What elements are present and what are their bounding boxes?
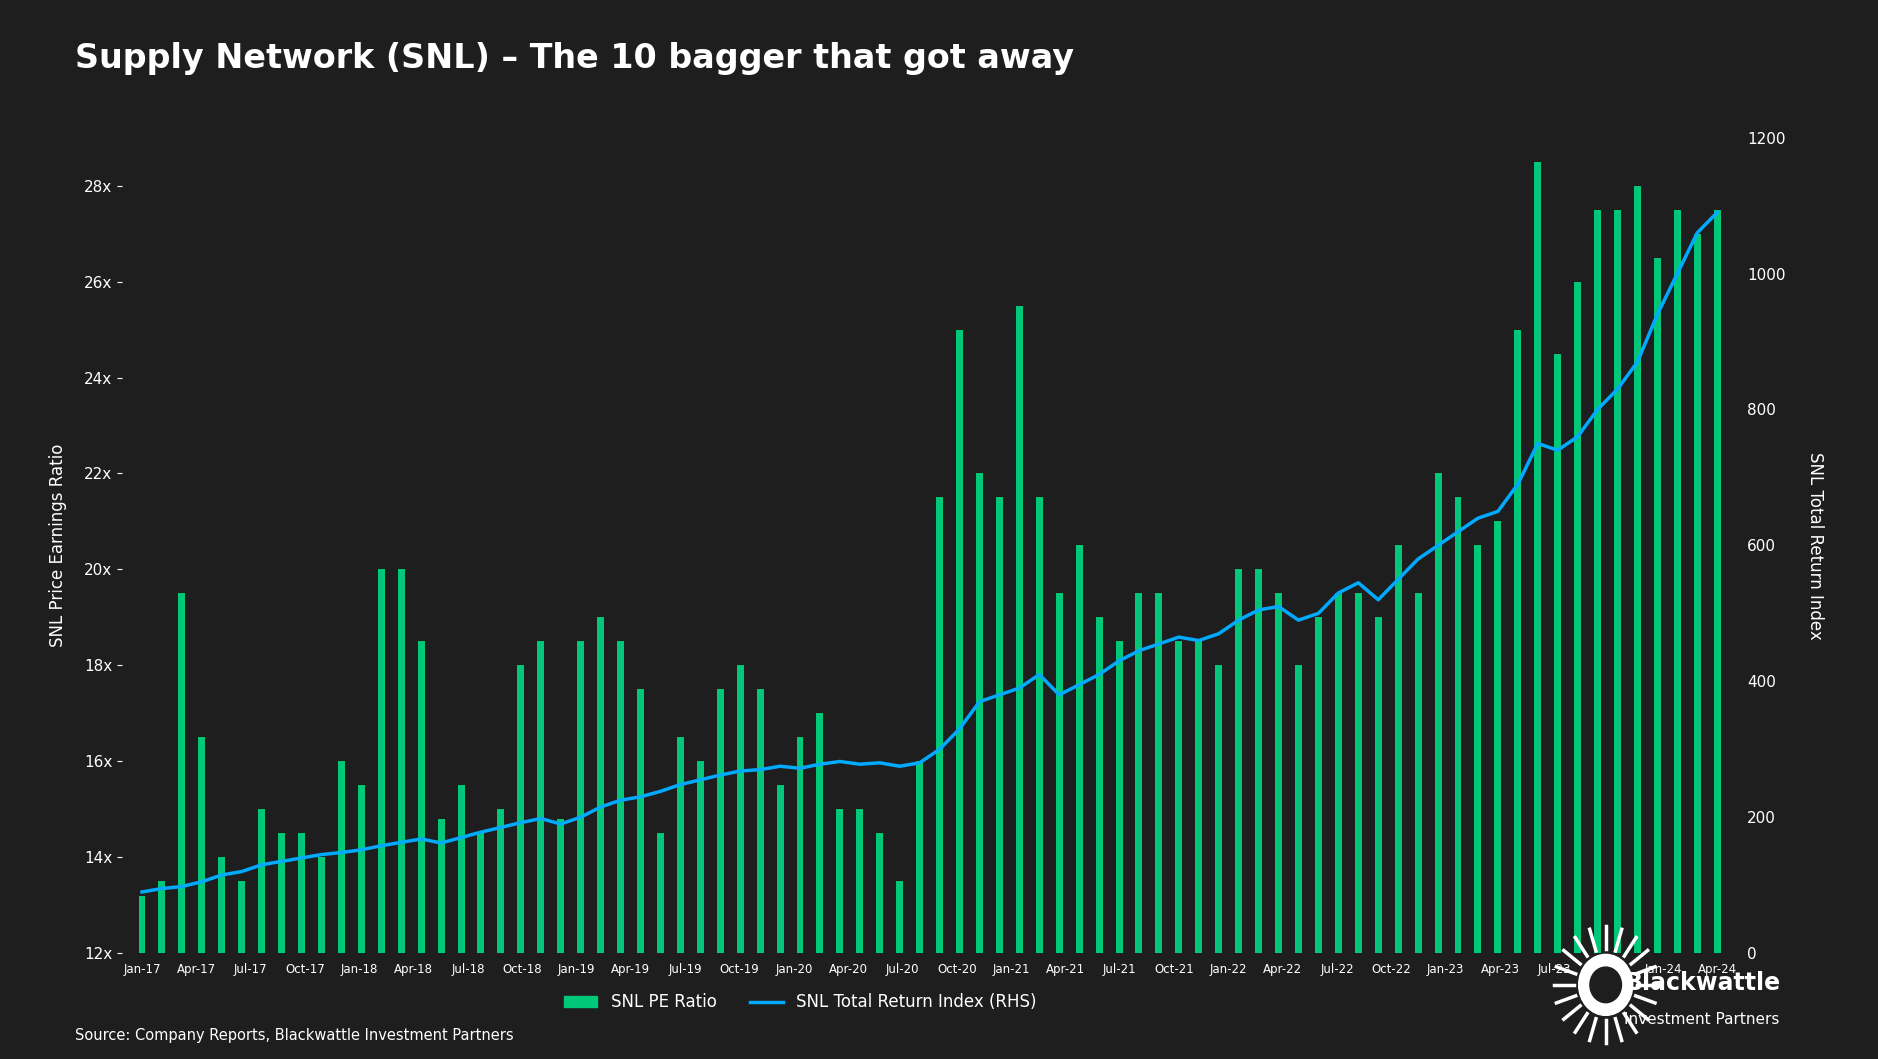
Bar bbox=[577, 642, 584, 953]
Bar bbox=[178, 593, 186, 953]
Bar bbox=[477, 833, 485, 953]
Bar bbox=[1613, 210, 1621, 953]
Bar bbox=[1634, 185, 1641, 953]
Bar bbox=[516, 665, 524, 953]
Bar bbox=[1495, 521, 1501, 953]
Bar bbox=[158, 881, 165, 953]
Bar bbox=[338, 761, 346, 953]
Bar bbox=[359, 785, 364, 953]
Bar bbox=[1296, 665, 1301, 953]
Bar bbox=[299, 833, 304, 953]
Bar bbox=[1335, 593, 1343, 953]
Bar bbox=[1116, 642, 1123, 953]
Bar bbox=[498, 809, 505, 953]
Bar bbox=[218, 857, 225, 953]
Bar bbox=[676, 737, 684, 953]
Bar bbox=[398, 570, 406, 953]
Bar bbox=[637, 689, 644, 953]
Text: Blackwattle: Blackwattle bbox=[1624, 971, 1780, 995]
Bar bbox=[458, 785, 464, 953]
Bar bbox=[817, 714, 823, 953]
Bar bbox=[1673, 210, 1681, 953]
Bar bbox=[438, 819, 445, 953]
Bar bbox=[995, 498, 1003, 953]
Bar bbox=[1514, 329, 1521, 953]
Bar bbox=[956, 329, 963, 953]
Bar bbox=[1076, 545, 1082, 953]
Bar bbox=[1255, 570, 1262, 953]
Bar bbox=[1555, 354, 1561, 953]
Bar bbox=[1715, 210, 1720, 953]
Bar bbox=[1275, 593, 1283, 953]
Y-axis label: SNL Total Return Index: SNL Total Return Index bbox=[1807, 451, 1824, 640]
Bar bbox=[836, 809, 843, 953]
Bar bbox=[1655, 257, 1660, 953]
Bar bbox=[1354, 593, 1362, 953]
Bar bbox=[896, 881, 903, 953]
Bar bbox=[697, 761, 704, 953]
Bar bbox=[377, 570, 385, 953]
Bar bbox=[1474, 545, 1482, 953]
Bar bbox=[537, 642, 545, 953]
Bar bbox=[1574, 282, 1581, 953]
Bar bbox=[1095, 617, 1102, 953]
Circle shape bbox=[1579, 954, 1632, 1016]
Bar bbox=[1176, 642, 1183, 953]
Bar bbox=[317, 857, 325, 953]
Bar bbox=[1194, 642, 1202, 953]
Bar bbox=[1055, 593, 1063, 953]
Bar bbox=[777, 785, 783, 953]
Bar bbox=[199, 737, 205, 953]
Text: Investment Partners: Investment Partners bbox=[1624, 1012, 1780, 1027]
Y-axis label: SNL Price Earnings Ratio: SNL Price Earnings Ratio bbox=[49, 444, 68, 647]
Bar bbox=[657, 833, 665, 953]
Bar bbox=[856, 809, 864, 953]
Bar bbox=[1315, 617, 1322, 953]
Bar bbox=[1594, 210, 1602, 953]
Bar bbox=[618, 642, 623, 953]
Bar bbox=[1694, 234, 1701, 953]
Text: Supply Network (SNL) – The 10 bagger that got away: Supply Network (SNL) – The 10 bagger tha… bbox=[75, 42, 1074, 75]
Bar bbox=[1236, 570, 1241, 953]
Bar bbox=[1037, 498, 1042, 953]
Bar bbox=[1534, 162, 1542, 953]
Bar bbox=[935, 498, 943, 953]
Bar bbox=[257, 809, 265, 953]
Bar bbox=[1435, 473, 1442, 953]
Circle shape bbox=[1591, 967, 1621, 1003]
Bar bbox=[1215, 665, 1223, 953]
Bar bbox=[796, 737, 804, 953]
Bar bbox=[877, 833, 883, 953]
Bar bbox=[1375, 617, 1382, 953]
Bar bbox=[717, 689, 723, 953]
Bar bbox=[417, 642, 424, 953]
Bar bbox=[1395, 545, 1401, 953]
Bar bbox=[916, 761, 924, 953]
Bar bbox=[1155, 593, 1162, 953]
Bar bbox=[757, 689, 764, 953]
Bar bbox=[139, 896, 145, 953]
Bar bbox=[597, 617, 605, 953]
Bar bbox=[239, 881, 246, 953]
Bar bbox=[736, 665, 744, 953]
Bar bbox=[1455, 498, 1461, 953]
Bar bbox=[1414, 593, 1422, 953]
Bar bbox=[977, 473, 982, 953]
Legend: SNL PE Ratio, SNL Total Return Index (RHS): SNL PE Ratio, SNL Total Return Index (RH… bbox=[558, 987, 1044, 1018]
Bar bbox=[558, 819, 563, 953]
Bar bbox=[1136, 593, 1142, 953]
Bar bbox=[278, 833, 285, 953]
Text: Source: Company Reports, Blackwattle Investment Partners: Source: Company Reports, Blackwattle Inv… bbox=[75, 1028, 515, 1043]
Bar bbox=[1016, 306, 1024, 953]
